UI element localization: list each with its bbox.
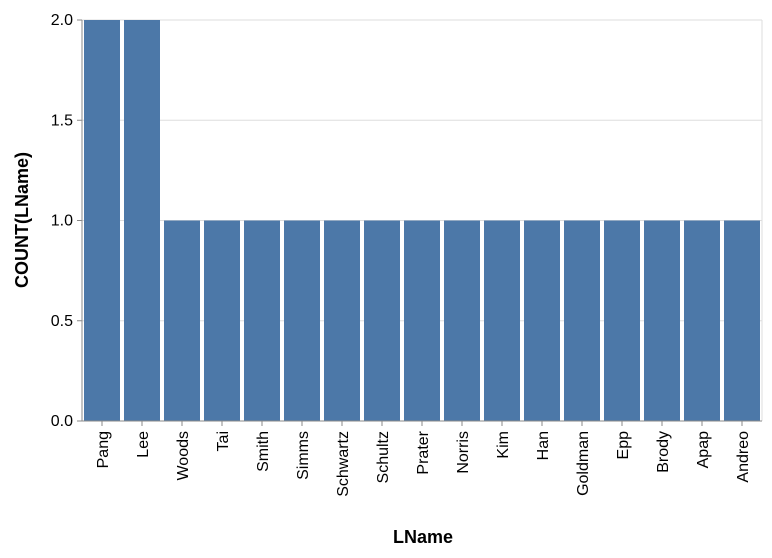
bar-schwartz: [324, 220, 360, 421]
x-tick-label: Pang: [95, 431, 112, 468]
x-tick-label: Schultz: [375, 431, 392, 483]
bar-woods: [164, 220, 200, 421]
bar-apap: [684, 220, 720, 421]
x-axis-title: LName: [393, 527, 453, 547]
x-tick-label: Brody: [655, 431, 672, 473]
y-tick-label: 0.5: [51, 313, 73, 330]
y-tick-label: 0.0: [51, 413, 73, 430]
bar-prater: [404, 220, 440, 421]
bar-smith: [244, 220, 280, 421]
bar-lee: [124, 20, 160, 421]
y-tick-label: 1.0: [51, 213, 73, 230]
bars: [84, 20, 760, 421]
x-tick-label: Schwartz: [335, 431, 352, 497]
bar-epp: [604, 220, 640, 421]
x-tick-label: Woods: [175, 431, 192, 481]
y-axis-ticks: 0.0 0.5 1.0 1.5 2.0: [51, 12, 82, 430]
x-tick-label: Andreo: [735, 431, 752, 483]
x-tick-label: Tai: [215, 431, 232, 451]
bar-goldman: [564, 220, 600, 421]
bar-andreo: [724, 220, 760, 421]
bar-han: [524, 220, 560, 421]
x-tick-label: Norris: [455, 431, 472, 474]
bar-brody: [644, 220, 680, 421]
x-tick-label: Han: [535, 431, 552, 460]
x-tick-label: Lee: [135, 431, 152, 458]
x-tick-label: Prater: [415, 430, 432, 474]
x-tick-label: Simms: [295, 431, 312, 480]
x-tick-label: Kim: [495, 431, 512, 459]
bar-pang: [84, 20, 120, 421]
bar-schultz: [364, 220, 400, 421]
bar-kim: [484, 220, 520, 421]
x-axis-ticks: Pang Lee Woods Tai Smith Simms Schwartz Schultz…: [95, 421, 752, 497]
bar-norris: [444, 220, 480, 421]
bar-tai: [204, 220, 240, 421]
x-tick-label: Apap: [695, 431, 712, 468]
x-tick-label: Epp: [615, 431, 632, 460]
y-tick-label: 2.0: [51, 12, 73, 29]
y-tick-label: 1.5: [51, 112, 73, 129]
x-tick-label: Goldman: [575, 431, 592, 496]
y-axis-title: COUNT(LName): [12, 152, 32, 288]
x-tick-label: Smith: [255, 431, 272, 472]
bar-simms: [284, 220, 320, 421]
